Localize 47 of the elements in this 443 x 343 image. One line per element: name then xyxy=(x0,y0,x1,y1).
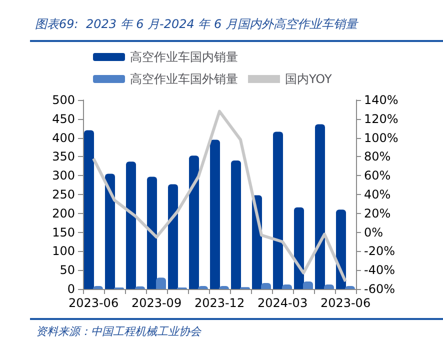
bar xyxy=(273,132,283,289)
y-tick-label: 200 xyxy=(52,206,75,220)
y-tick-label: 450 xyxy=(52,112,75,126)
bar xyxy=(210,140,220,289)
chart-title: 图表69: 2023 年 6 月-2024 年 6 月国内外高空作业车销量 xyxy=(35,17,359,31)
bar xyxy=(156,278,166,289)
y-tick-label: 0 xyxy=(67,282,75,296)
x-tick-label: 2023-06 xyxy=(68,296,119,310)
x-tick-label: 2023-09 xyxy=(131,296,182,310)
bar xyxy=(315,124,325,289)
y-tick-label: 50 xyxy=(60,263,75,278)
y2-tick-label: 140% xyxy=(364,93,398,107)
bar xyxy=(105,174,115,289)
y2-tick-label: 40% xyxy=(364,188,391,202)
y2-tick-label: -40% xyxy=(364,263,396,278)
legend-label: 国内YOY xyxy=(285,72,332,86)
y2-tick-label: 0% xyxy=(364,225,384,240)
bar xyxy=(126,162,136,289)
y-tick-label: 400 xyxy=(52,130,75,145)
y-tick-label: 350 xyxy=(52,150,75,164)
y-tick-label: 250 xyxy=(52,188,75,202)
y2-tick-label: 20% xyxy=(364,206,391,220)
text: 资料来源：中国工程机械工业协会 xyxy=(36,325,202,338)
y2-tick-label: 120% xyxy=(364,112,398,126)
y2-tick-label: -20% xyxy=(364,244,396,258)
y-tick-label: 150 xyxy=(52,225,75,240)
bar xyxy=(84,130,94,289)
line-series xyxy=(92,110,347,283)
bar xyxy=(189,156,199,289)
bar xyxy=(336,210,346,289)
legend-label: 高空作业车国外销量 xyxy=(130,72,238,86)
y-tick-label: 300 xyxy=(52,168,75,183)
bar xyxy=(168,184,178,289)
legend-label: 高空作业车国内销量 xyxy=(130,50,238,64)
y-tick-label: 100 xyxy=(52,244,75,258)
x-tick-label: 2024-03 xyxy=(257,296,308,310)
y2-tick-label: -60% xyxy=(364,282,396,296)
bar xyxy=(303,281,313,289)
x-tick-label: 2023-12 xyxy=(194,296,245,310)
y2-tick-label: 80% xyxy=(364,150,391,164)
y-tick-label: 500 xyxy=(52,93,75,107)
x-tick-label: 2023-06 xyxy=(320,296,371,310)
y2-tick-label: 60% xyxy=(364,168,391,183)
bar xyxy=(231,160,241,289)
bar xyxy=(147,176,157,289)
y2-tick-label: 100% xyxy=(364,130,398,145)
bar xyxy=(294,207,304,289)
